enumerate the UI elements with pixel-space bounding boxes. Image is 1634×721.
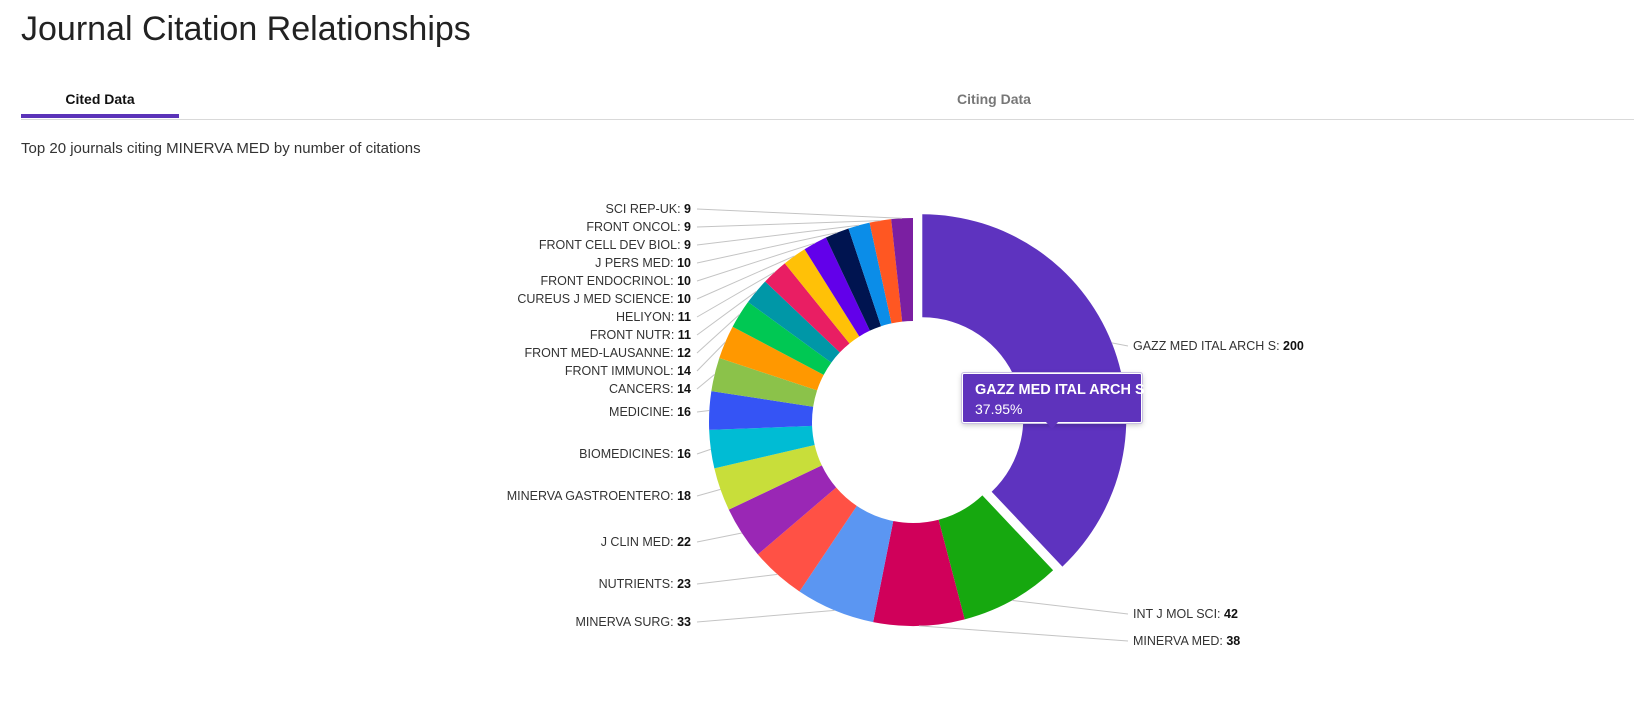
label-gazz-med-ital-arch-s: GAZZ MED ITAL ARCH S: 200 (1133, 339, 1304, 353)
chart-subtitle: Top 20 journals citing MINERVA MED by nu… (21, 140, 421, 157)
label-heliyon: HELIYON: 11 (616, 310, 691, 324)
label-front-med-lausanne: FRONT MED-LAUSANNE: 12 (525, 346, 692, 360)
connector-j-pers-med (696, 232, 838, 264)
connector-nutrients (696, 573, 778, 585)
connector-cancers (696, 374, 715, 390)
slice-minerva-surg[interactable] (799, 505, 894, 623)
connector-int-j-mol-sci (1011, 599, 1129, 615)
connector-minerva-med (919, 625, 1129, 642)
connector-front-immunol (696, 341, 726, 372)
tab-cited-data[interactable]: Cited Data (21, 86, 179, 118)
connector-front-endocrinol (696, 242, 816, 282)
label-connectors (696, 208, 1129, 642)
slice-front-nutr[interactable] (748, 281, 840, 363)
connector-gazz-med-ital-arch-s (1111, 342, 1129, 347)
label-nutrients: NUTRIENTS: 23 (599, 577, 691, 591)
tooltip-percent: 37.95% (975, 401, 1023, 417)
label-front-nutr: FRONT NUTR: 11 (590, 328, 691, 342)
slice-sci-rep-uk[interactable] (891, 218, 913, 322)
label-front-endocrinol: FRONT ENDOCRINOL: 10 (541, 274, 692, 288)
label-front-cell-dev-biol: FRONT CELL DEV BIOL: 9 (539, 238, 691, 252)
connector-heliyon (696, 271, 775, 318)
slice-nutrients[interactable] (757, 487, 857, 592)
slice-cancers[interactable] (711, 358, 818, 407)
slice-front-med-lausanne[interactable] (732, 301, 832, 375)
slice-j-pers-med[interactable] (825, 228, 882, 331)
label-j-clin-med: J CLIN MED: 22 (601, 535, 691, 549)
tooltip-name: GAZZ MED ITAL ARCH S (975, 382, 1145, 398)
connector-biomedicines (696, 448, 711, 455)
label-biomedicines: BIOMEDICINES: 16 (579, 447, 691, 461)
label-minerva-surg: MINERVA SURG: 33 (575, 615, 691, 629)
slice-minerva-gastroentero[interactable] (714, 444, 822, 510)
slice-front-immunol[interactable] (719, 326, 824, 391)
connector-sci-rep-uk (696, 208, 903, 219)
label-minerva-med: MINERVA MED: 38 (1133, 634, 1240, 648)
slice-j-clin-med[interactable] (728, 465, 837, 555)
label-cancers: CANCERS: 14 (609, 382, 691, 396)
connector-minerva-gastroentero (696, 488, 721, 497)
connector-front-oncol (696, 220, 881, 228)
slice-front-cell-dev-biol[interactable] (848, 222, 892, 327)
connector-medicine (696, 409, 710, 413)
label-medicine: MEDICINE: 16 (609, 405, 691, 419)
label-sci-rep-uk: SCI REP-UK: 9 (606, 202, 692, 216)
slice-front-endocrinol[interactable] (804, 237, 870, 337)
slice-tooltip: GAZZ MED ITAL ARCH S 37.95% (962, 373, 1145, 429)
label-cureus-j-med-science: CUREUS J MED SCIENCE: 10 (517, 292, 691, 306)
slice-int-j-mol-sci[interactable] (938, 495, 1054, 620)
chart-labels: GAZZ MED ITAL ARCH S: 200 INT J MOL SCI: … (507, 202, 1304, 648)
page-title: Journal Citation Relationships (21, 10, 471, 48)
label-minerva-gastroentero: MINERVA GASTROENTERO: 18 (507, 489, 691, 503)
connector-front-nutr (696, 291, 757, 336)
tab-citing-data[interactable]: Citing Data (957, 91, 1031, 107)
slice-heliyon[interactable] (765, 263, 850, 353)
slice-biomedicines[interactable] (709, 425, 815, 469)
connector-minerva-surg (696, 609, 835, 623)
slice-front-oncol[interactable] (869, 219, 903, 324)
connector-front-cell-dev-biol (696, 224, 859, 246)
slice-minerva-med[interactable] (873, 519, 965, 627)
connector-j-clin-med (696, 532, 742, 543)
label-front-oncol: FRONT ONCOL: 9 (586, 220, 691, 234)
tab-bar: Cited Data Citing Data (21, 86, 1634, 120)
label-int-j-mol-sci: INT J MOL SCI: 42 (1133, 607, 1238, 621)
label-front-immunol: FRONT IMMUNOL: 14 (565, 364, 691, 378)
slice-medicine[interactable] (709, 391, 814, 430)
slice-cureus-j-med-science[interactable] (784, 249, 860, 344)
label-j-pers-med: J PERS MED: 10 (595, 256, 691, 270)
connector-cureus-j-med-science (696, 255, 795, 300)
tooltip-arrow (1046, 422, 1058, 429)
connector-front-med-lausanne (696, 313, 741, 354)
